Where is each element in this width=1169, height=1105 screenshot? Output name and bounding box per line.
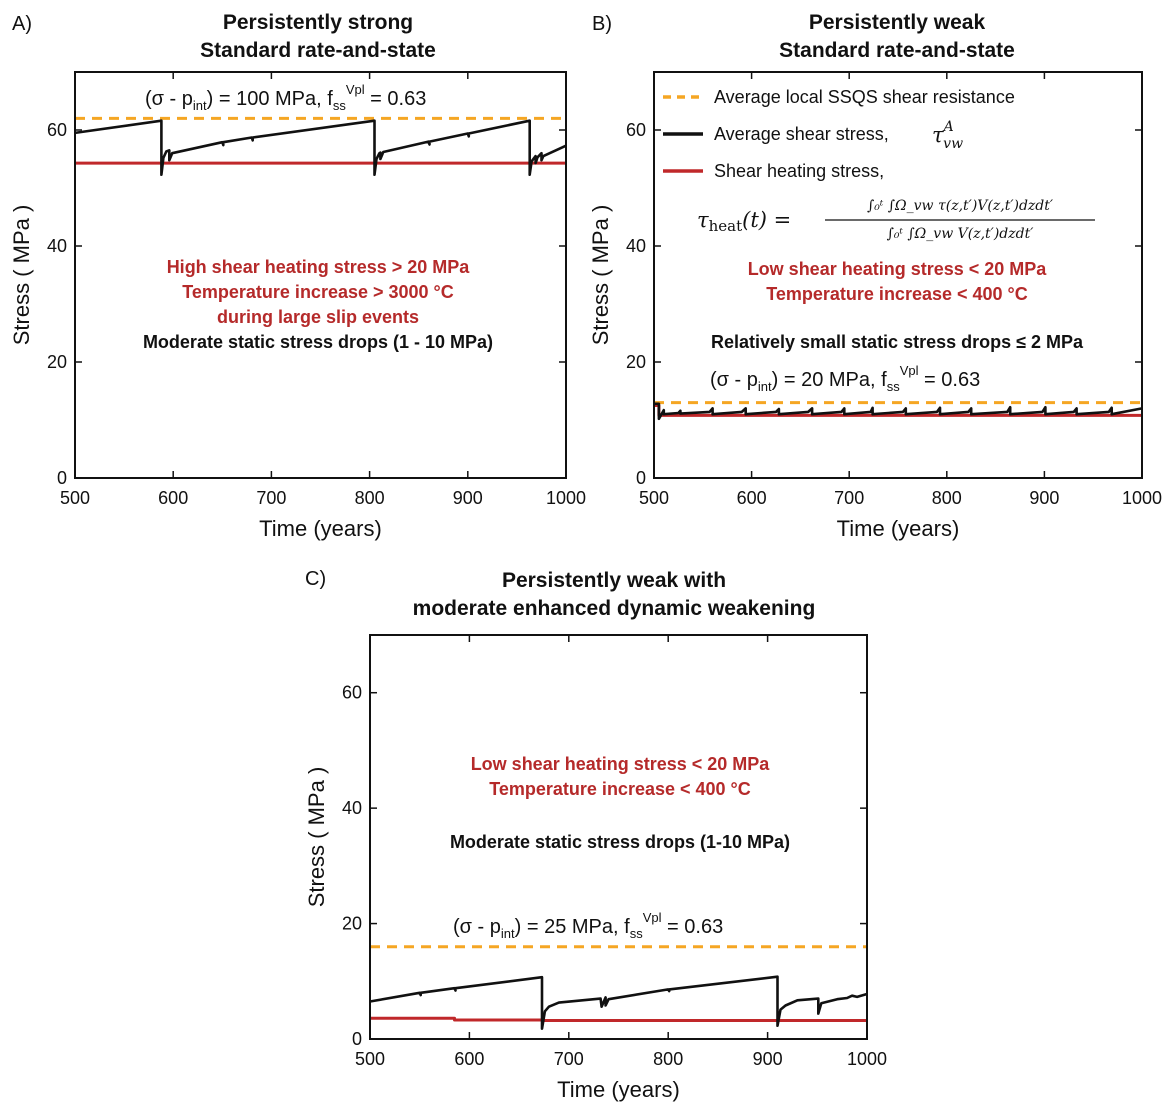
heating-formula: τheat(t) = ∫₀ᵗ ∫Ω_vw τ(z,t′)V(z,t′)dzdt′… xyxy=(697,198,1095,242)
panel-b-ytick-label: 60 xyxy=(626,120,646,140)
panel-b-title-line-2: Standard rate-and-state xyxy=(779,39,1015,62)
panel-c-x-axis-label: Time (years) xyxy=(557,1077,680,1102)
panel-a-y-axis-label: Stress ( MPa ) xyxy=(9,205,34,346)
panel-b: 500 600 700 800 900 1000 0 20 40 60 Time (years) St… xyxy=(588,11,1162,541)
panel-a-ytick-label: 60 xyxy=(47,120,67,140)
panel-a-annotation-black-1: Moderate static stress drops (1 - 10 MPa… xyxy=(143,332,493,352)
legend-shear-symbol: τA vw xyxy=(932,119,963,152)
panel-a-series-shear xyxy=(74,119,567,176)
panel-b-params: (σ - pint) = 20 MPa, fssVpl = 0.63 xyxy=(710,363,980,394)
panel-b-xtick-label: 800 xyxy=(932,488,962,508)
panel-a-ytick-label: 0 xyxy=(57,468,67,488)
panel-b-xtick-label: 700 xyxy=(834,488,864,508)
panel-b-series-shear xyxy=(654,402,1143,421)
panel-c-xtick-label: 900 xyxy=(753,1049,783,1069)
panel-c-ytick-label: 60 xyxy=(342,683,362,703)
panel-b-y-axis-label: Stress ( MPa ) xyxy=(588,205,613,346)
panel-a-xtick-label: 900 xyxy=(453,488,483,508)
panel-a-annotation-red-3: during large slip events xyxy=(217,307,419,327)
panel-a-xtick-label: 700 xyxy=(256,488,286,508)
panel-c-title-line-1: Persistently weak with xyxy=(502,569,726,592)
panel-c-params: (σ - pint) = 25 MPa, fssVpl = 0.63 xyxy=(453,910,723,941)
panel-b-x-axis-label: Time (years) xyxy=(837,516,960,541)
panel-a-title-line-1: Persistently strong xyxy=(223,11,413,34)
panel-c-annotation-black-1: Moderate static stress drops (1-10 MPa) xyxy=(450,832,790,852)
panel-b-annotation-red-2: Temperature increase < 400 °C xyxy=(766,284,1028,304)
panel-c-annotation-red-1: Low shear heating stress < 20 MPa xyxy=(471,754,771,774)
panel-b-legend: Average local SSQS shear resistance Aver… xyxy=(663,87,1095,242)
panel-c-xtick-label: 600 xyxy=(454,1049,484,1069)
panel-b-annotation-red-1: Low shear heating stress < 20 MPa xyxy=(748,259,1048,279)
panel-c-label: C) xyxy=(305,568,326,590)
panel-c: 500 600 700 800 900 1000 0 20 40 60 Time (years) St… xyxy=(304,568,887,1102)
panel-c-xtick-label: 700 xyxy=(554,1049,584,1069)
panel-c-series-shear xyxy=(369,975,868,1030)
panel-c-xtick-label: 500 xyxy=(355,1049,385,1069)
panel-a-xtick-label: 600 xyxy=(158,488,188,508)
legend-shear-label: Average shear stress, xyxy=(714,124,889,144)
formula-denominator: ∫₀ᵗ ∫Ω_vw V(z,t′)dzdt′ xyxy=(887,226,1035,242)
panel-c-plot-area: 500 600 700 800 900 1000 0 20 40 60 Time (years) St… xyxy=(304,634,887,1102)
panel-c-xtick-label: 800 xyxy=(653,1049,683,1069)
panel-c-axes-frame xyxy=(369,634,868,1040)
panel-b-xtick-label: 600 xyxy=(737,488,767,508)
panel-a-params: (σ - pint) = 100 MPa, fssVpl = 0.63 xyxy=(145,82,426,113)
formula-numerator: ∫₀ᵗ ∫Ω_vw τ(z,t′)V(z,t′)dzdt′ xyxy=(867,198,1054,214)
panel-a-ytick-label: 40 xyxy=(47,236,67,256)
panel-b-plot-area: 500 600 700 800 900 1000 0 20 40 60 Time (years) St… xyxy=(588,71,1162,541)
panel-b-annotation-black-1: Relatively small static stress drops ≤ 2… xyxy=(711,332,1084,352)
panel-c-ytick-label: 20 xyxy=(342,914,362,934)
panel-c-annotation-red-2: Temperature increase < 400 °C xyxy=(489,779,751,799)
panel-a-ytick-label: 20 xyxy=(47,352,67,372)
panel-b-xtick-label: 1000 xyxy=(1122,488,1162,508)
panel-c-ytick-label: 0 xyxy=(352,1029,362,1049)
panel-c-xtick-label: 1000 xyxy=(847,1049,887,1069)
panel-a-xtick-label: 500 xyxy=(60,488,90,508)
panel-b-ytick-label: 20 xyxy=(626,352,646,372)
panel-c-title-line-2: moderate enhanced dynamic weakening xyxy=(413,597,816,620)
panel-a-label: A) xyxy=(12,13,32,35)
panel-c-y-axis-label: Stress ( MPa ) xyxy=(304,767,329,908)
panel-a-axes-frame xyxy=(74,71,567,479)
panel-a-annotation-red-2: Temperature increase > 3000 °C xyxy=(182,282,454,302)
panel-a-x-axis-label: Time (years) xyxy=(259,516,382,541)
panel-c-ytick-label: 40 xyxy=(342,798,362,818)
panel-a-plot-area: 500 600 700 800 900 1000 0 20 40 60 Time (years) St… xyxy=(9,71,586,541)
panel-a: 500 600 700 800 900 1000 0 20 40 60 Time (years) St… xyxy=(9,11,586,541)
legend-resistance-label: Average local SSQS shear resistance xyxy=(714,87,1015,107)
panel-a-title-line-2: Standard rate-and-state xyxy=(200,39,436,62)
panel-b-axes-frame xyxy=(653,71,1143,479)
legend-heating-label: Shear heating stress, xyxy=(714,161,884,181)
panel-b-ytick-label: 40 xyxy=(626,236,646,256)
panel-a-xtick-label: 1000 xyxy=(546,488,586,508)
panel-b-xtick-label: 900 xyxy=(1029,488,1059,508)
panel-a-annotation-red-1: High shear heating stress > 20 MPa xyxy=(167,257,471,277)
panel-a-xtick-label: 800 xyxy=(355,488,385,508)
formula-lhs: τheat(t) = xyxy=(697,208,791,235)
panel-b-xtick-label: 500 xyxy=(639,488,669,508)
panel-c-series-heating xyxy=(370,1016,867,1022)
panel-b-ytick-label: 0 xyxy=(636,468,646,488)
panel-b-label: B) xyxy=(592,13,612,35)
panel-b-title-line-1: Persistently weak xyxy=(809,11,986,34)
